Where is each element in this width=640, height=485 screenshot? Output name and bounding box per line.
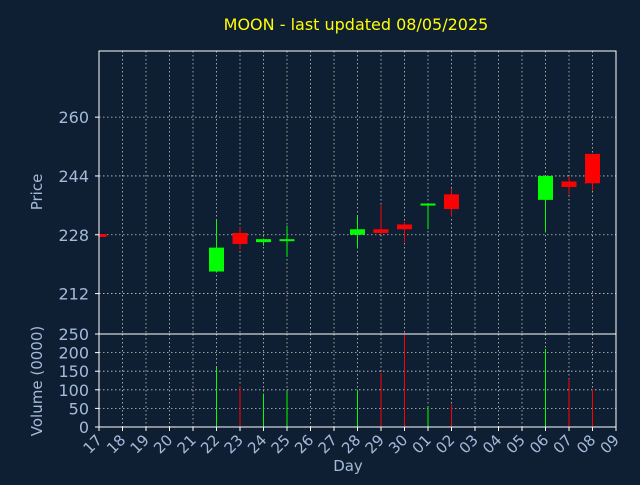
- volume-tick-label: 0: [79, 418, 89, 437]
- candle-body: [99, 234, 107, 237]
- candle-body: [256, 239, 271, 243]
- price-tick-label: 244: [58, 167, 89, 186]
- day-tick-label: 18: [103, 431, 129, 457]
- volume-tick-label: 200: [58, 344, 89, 363]
- day-tick-label: 05: [503, 431, 529, 457]
- day-tick-label: 24: [244, 431, 270, 457]
- day-tick-label: 08: [573, 431, 599, 457]
- candle-body: [350, 229, 365, 235]
- price-tick-label: 228: [58, 226, 89, 245]
- day-tick-label: 28: [338, 431, 364, 457]
- volume-plot-frame: [98, 333, 617, 428]
- candle-body: [420, 203, 436, 206]
- day-tick-label: 07: [550, 431, 576, 457]
- day-tick-label: 25: [268, 431, 294, 457]
- volume-axis-label: Volume (0000): [28, 326, 46, 436]
- day-tick-label: 21: [174, 431, 200, 457]
- day-tick-label: 02: [432, 431, 458, 457]
- candle-body: [444, 194, 459, 210]
- price-tick-label: 260: [58, 108, 89, 127]
- volume-panel: 0501001502002501718192021222324252627282…: [58, 325, 622, 457]
- volume-tick-label: 250: [58, 325, 89, 344]
- day-tick-label: 26: [291, 431, 317, 457]
- day-tick-label: 19: [127, 431, 153, 457]
- day-tick-label: 23: [221, 431, 247, 457]
- volume-tick-label: 50: [69, 399, 89, 418]
- day-tick-label: 09: [597, 431, 623, 457]
- price-axis-label: Price: [28, 174, 46, 211]
- volume-tick-label: 150: [58, 362, 89, 381]
- candle-body: [397, 224, 412, 230]
- volume-tick-label: 100: [58, 381, 89, 400]
- day-tick-label: 27: [315, 431, 341, 457]
- day-tick-label: 04: [479, 431, 505, 457]
- candle-body: [561, 181, 577, 187]
- price-tick-label: 212: [58, 285, 89, 304]
- day-tick-label: 30: [385, 431, 411, 457]
- day-tick-label: 20: [150, 431, 176, 457]
- candle-body: [209, 247, 224, 272]
- day-axis-label: Day: [333, 457, 363, 475]
- day-tick-label: 01: [409, 431, 435, 457]
- candle-body: [538, 175, 553, 200]
- candle-body: [279, 239, 295, 242]
- price-panel: 212 228 244 260: [58, 50, 617, 335]
- day-tick-label: 03: [456, 431, 482, 457]
- candle-body: [585, 153, 600, 184]
- day-tick-label: 06: [526, 431, 552, 457]
- day-tick-label: 29: [362, 431, 388, 457]
- candle-body: [232, 232, 248, 244]
- day-tick-label: 22: [197, 431, 223, 457]
- candle-body: [373, 229, 389, 233]
- chart-title: MOON - last updated 08/05/2025: [224, 15, 489, 34]
